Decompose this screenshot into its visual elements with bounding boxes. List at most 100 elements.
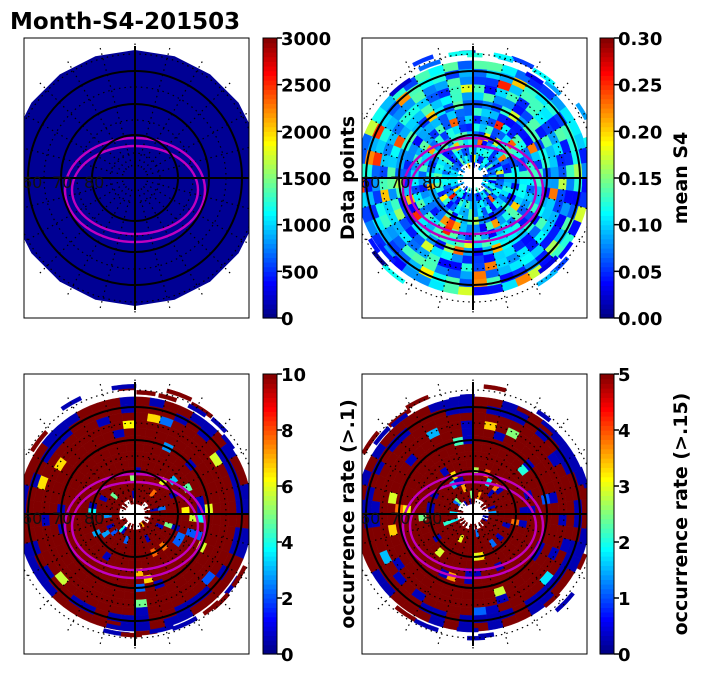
heatmap-cell — [460, 83, 474, 93]
colorbar-step — [263, 238, 277, 244]
colorbar-step — [263, 434, 277, 440]
heatmap-cell — [472, 560, 481, 570]
colorbar-step — [263, 598, 277, 604]
colorbar-step — [263, 476, 277, 482]
heatmap-cell — [550, 166, 560, 179]
heatmap-cell — [227, 513, 237, 528]
colorbar-tick-label: 6 — [281, 477, 294, 498]
colorbar-step — [263, 537, 277, 543]
colorbar-step — [600, 224, 614, 230]
colorbar-step — [600, 430, 614, 436]
heatmap-cell — [122, 419, 136, 429]
colorbar-step — [263, 229, 277, 235]
heatmap-cell — [581, 498, 587, 515]
colorbar-step — [600, 640, 614, 646]
colorbar-tick-label: 0.30 — [618, 29, 662, 50]
colorbar-tick-label: 4 — [281, 533, 294, 554]
colorbar-step — [600, 570, 614, 576]
colorbar-step — [263, 374, 277, 380]
colorbar-step — [600, 560, 614, 566]
colorbar-step — [600, 154, 614, 160]
polar-panel-bottom-right: 60 70 80 — [361, 373, 601, 655]
latitude-label: 80 — [84, 509, 104, 528]
heatmap-cell — [483, 384, 507, 393]
colorbar-step — [263, 126, 277, 132]
colorbar-step — [600, 84, 614, 90]
heatmap-cell — [120, 404, 136, 414]
heatmap-cell — [472, 270, 487, 280]
heatmap-cell — [378, 165, 388, 179]
heatmap-cell — [134, 451, 144, 460]
colorbar-step — [263, 182, 277, 188]
colorbar-step — [263, 542, 277, 548]
heatmap-cell — [382, 263, 406, 285]
colorbar-step — [263, 504, 277, 510]
heatmap-cell — [595, 493, 601, 519]
colorbar-frame — [262, 373, 278, 655]
colorbar-step — [263, 47, 277, 53]
colorbar-step — [600, 52, 614, 58]
heatmap-cell — [543, 591, 561, 609]
heatmap-cell — [461, 591, 474, 601]
axes-frame — [23, 37, 250, 319]
heatmap-cell — [13, 471, 23, 495]
axes-frame — [23, 373, 250, 655]
colorbar-step — [263, 448, 277, 454]
colorbar-step — [600, 565, 614, 571]
heatmap-cell — [460, 419, 474, 429]
heatmap-cell — [472, 591, 485, 601]
colorbar-step — [263, 52, 277, 58]
colorbar-step — [600, 234, 614, 240]
heatmap-cell — [134, 404, 150, 414]
colorbar-step — [600, 285, 614, 291]
heatmap-cell — [235, 499, 245, 515]
colorbar-tick-label: 0.25 — [618, 76, 662, 97]
colorbar-tick-label: 0 — [618, 645, 631, 666]
colorbar-tick-label: 8 — [281, 421, 294, 442]
heatmap-cell — [519, 506, 529, 515]
colorbar-step — [600, 210, 614, 216]
colorbar-step — [600, 518, 614, 524]
heatmap-cell — [123, 427, 136, 437]
heatmap-cell — [371, 250, 389, 269]
colorbar-step — [600, 192, 614, 198]
colorbar-step — [600, 528, 614, 534]
heatmap-cell — [472, 263, 486, 273]
heatmap-cell — [134, 427, 147, 437]
colorbar-tick-label: 0.20 — [618, 122, 662, 143]
colorbar-tick-label: 1000 — [281, 216, 331, 237]
heatmap-cell — [493, 52, 513, 62]
heatmap-cell — [125, 443, 136, 453]
heatmap-cell — [166, 388, 193, 402]
colorbar-step — [600, 532, 614, 538]
colorbar-step — [600, 248, 614, 254]
heatmap-cell — [464, 451, 474, 460]
colorbar-step — [600, 486, 614, 492]
colorbar-step — [600, 500, 614, 506]
colorbar-step — [263, 584, 277, 590]
colorbar-step — [263, 262, 277, 268]
heatmap-cell — [458, 278, 474, 288]
heatmap-cell — [9, 465, 20, 491]
heatmap-cell — [540, 419, 559, 436]
colorbar-step — [263, 444, 277, 450]
heatmap-cell — [573, 499, 583, 515]
heatmap-cell — [584, 517, 587, 538]
colorbar-step — [263, 402, 277, 408]
colorbar-step — [263, 80, 277, 86]
colorbar-step — [263, 383, 277, 389]
colorbar-step — [600, 472, 614, 478]
colorbar-step — [263, 649, 277, 655]
colorbar-step — [600, 75, 614, 81]
colorbar-step — [600, 201, 614, 207]
heatmap-cell — [412, 54, 434, 67]
colorbar-step — [263, 271, 277, 277]
colorbar-step — [600, 598, 614, 604]
colorbar-step — [263, 159, 277, 165]
colorbar-step — [600, 140, 614, 146]
colorbar: 0 2 4 6 8 10 occurrence rate (>.1) — [262, 365, 359, 666]
latitude-label: 80 — [422, 509, 442, 528]
heatmap-cell — [134, 591, 147, 601]
heatmap-cell — [464, 115, 474, 124]
colorbar-step — [600, 612, 614, 618]
